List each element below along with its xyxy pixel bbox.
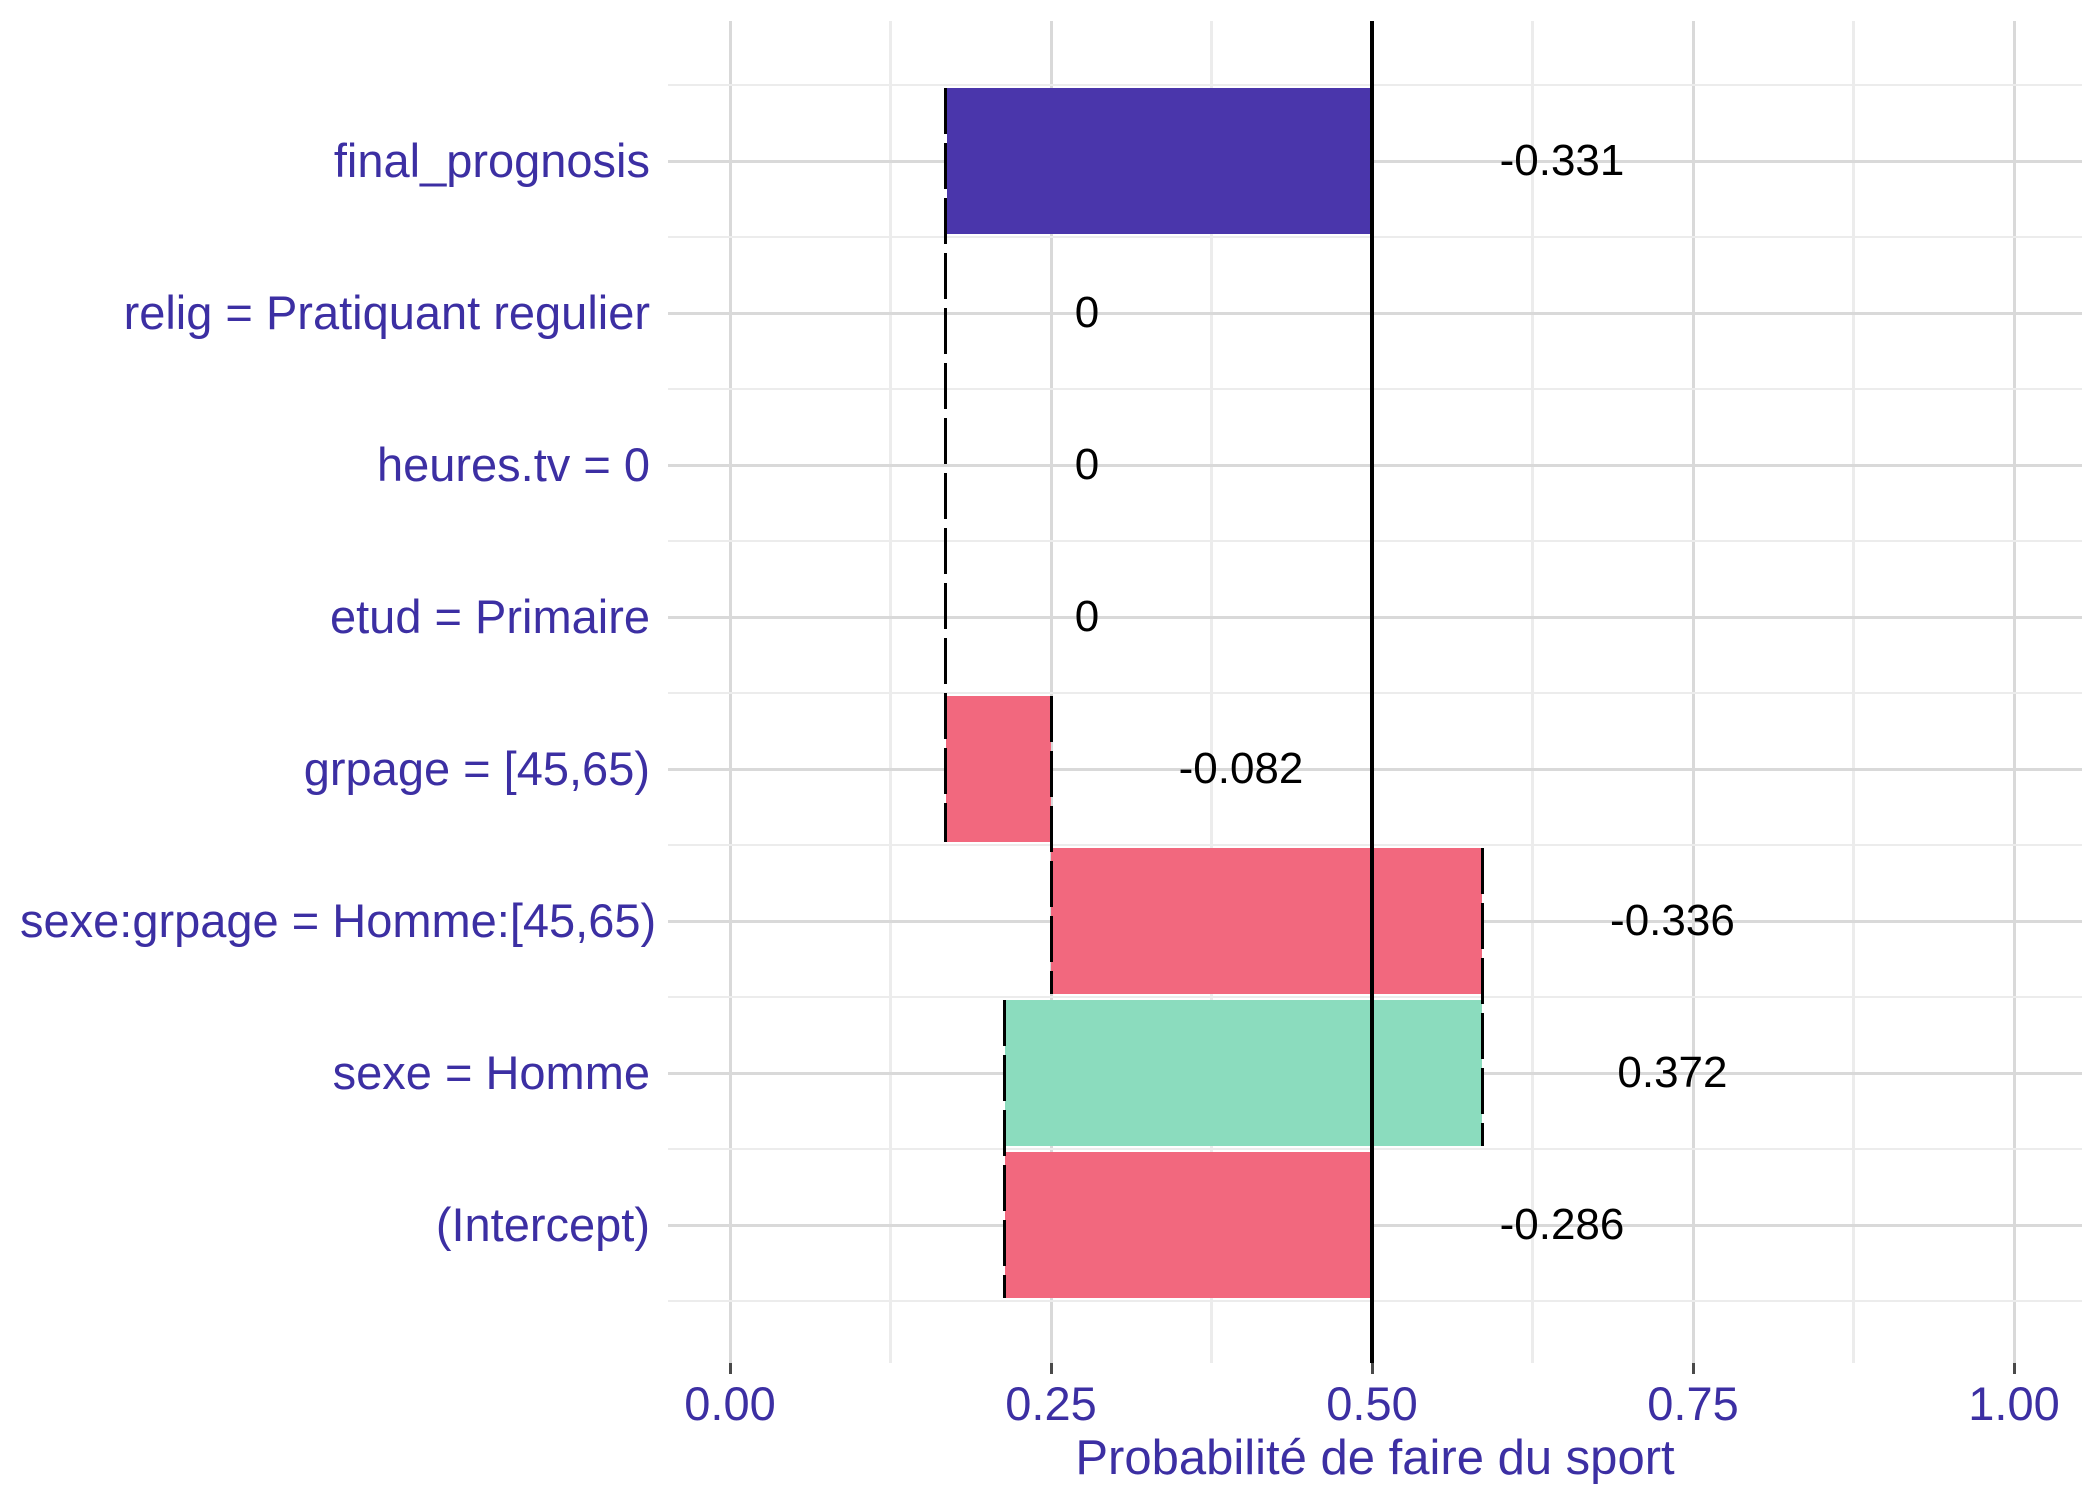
value-label: 0 [1074, 592, 1100, 641]
y-minor-gridline [668, 692, 2082, 694]
y-minor-gridline [668, 540, 2082, 542]
baseline-050-line [1370, 21, 1374, 1363]
y-major-gridline [668, 615, 2082, 619]
value-label: -0.336 [1610, 896, 1735, 945]
y-axis-label: relig = Pratiquant regulier [123, 286, 650, 339]
y-axis-label: grpage = [45,65) [303, 742, 650, 795]
x-tick-label: 1.00 [1968, 1377, 2060, 1430]
x-tick-label: 0.50 [1326, 1377, 1418, 1430]
value-label: 0 [1074, 288, 1100, 337]
y-minor-gridline [668, 84, 2082, 86]
y-major-gridline [668, 463, 2082, 467]
y-axis-label: sexe = Homme [332, 1046, 650, 1099]
y-major-gridline [668, 767, 2082, 771]
waterfall-connector-line [1049, 696, 1053, 994]
contribution-bar-negative [945, 696, 1051, 842]
value-label: -0.082 [1178, 744, 1304, 793]
y-major-gridline [668, 159, 2082, 163]
y-axis-label: final_prognosis [333, 134, 650, 187]
x-tick-mark [2012, 1363, 2016, 1374]
value-label: -0.331 [1499, 136, 1625, 185]
x-tick-mark [1691, 1363, 1695, 1374]
contribution-bar-negative [1051, 848, 1483, 994]
y-minor-gridline [668, 236, 2082, 238]
y-minor-gridline [668, 1148, 2082, 1150]
waterfall-connector-line [944, 88, 948, 842]
y-axis-label: (Intercept) [435, 1198, 650, 1251]
waterfall-connector-line [1003, 1000, 1007, 1298]
x-tick-label: 0.75 [1647, 1377, 1739, 1430]
x-tick-mark [1370, 1363, 1374, 1374]
contribution-bar-negative [1004, 1152, 1372, 1298]
y-minor-gridline [668, 996, 2082, 998]
x-axis-title: Probabilité de faire du sport [1075, 1431, 1675, 1485]
y-minor-gridline [668, 388, 2082, 390]
x-tick-mark [728, 1363, 732, 1374]
y-major-gridline [668, 311, 2082, 315]
y-axis-label: etud = Primaire [329, 590, 650, 643]
y-minor-gridline [668, 1300, 2082, 1302]
x-tick-label: 0.25 [1005, 1377, 1097, 1430]
waterfall-connector-line [1480, 848, 1484, 1146]
contribution-bar-total [946, 88, 1372, 234]
y-minor-gridline [668, 844, 2082, 846]
x-tick-label: 0.00 [684, 1377, 776, 1430]
y-axis-label: sexe:grpage = Homme:[45,65) [20, 894, 657, 947]
value-label: 0.372 [1617, 1048, 1728, 1097]
y-axis-label: heures.tv = 0 [376, 438, 650, 491]
value-label: -0.286 [1499, 1200, 1625, 1249]
y-major-gridline [668, 1223, 2082, 1227]
value-label: 0 [1074, 440, 1100, 489]
x-tick-mark [1049, 1363, 1053, 1374]
contribution-bar-positive [1004, 1000, 1483, 1146]
